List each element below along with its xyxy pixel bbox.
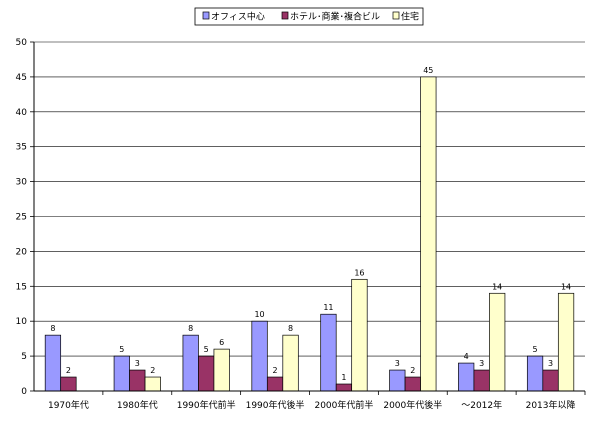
data-label: 2 <box>273 366 278 375</box>
data-label: 2 <box>150 366 155 375</box>
bar-2 <box>557 292 575 392</box>
data-label: 3 <box>479 359 484 368</box>
data-label: 10 <box>254 310 264 319</box>
y-tick-label: 20 <box>16 247 28 257</box>
legend-swatch <box>202 11 210 20</box>
bar-1 <box>266 376 284 392</box>
data-label: 2 <box>66 366 71 375</box>
grid <box>34 41 585 357</box>
data-label: 3 <box>548 359 553 368</box>
data-label: 1 <box>341 373 346 382</box>
y-tick-label: 50 <box>16 38 28 48</box>
bar-2 <box>489 292 506 392</box>
legend: オフィス中心 ホテル･商業･複合ビル 住宅 <box>194 7 424 26</box>
y-tick-label: 45 <box>16 73 27 83</box>
bar-0 <box>251 320 268 392</box>
data-label: 8 <box>188 324 193 333</box>
bar-1 <box>60 376 77 392</box>
legend-swatch <box>281 11 289 20</box>
data-label: 3 <box>135 359 140 368</box>
bar-0 <box>182 334 199 392</box>
y-axis-ticks: 0 5 10 15 20 25 30 35 40 45 50 <box>16 38 34 397</box>
data-label: 5 <box>533 345 538 354</box>
bars <box>44 76 575 392</box>
x-tick-label: ～2012年 <box>461 399 502 411</box>
data-label: 5 <box>119 345 124 354</box>
data-label: 8 <box>288 324 293 333</box>
bar-2 <box>282 334 299 392</box>
data-label: 4 <box>464 352 469 361</box>
bar-0 <box>44 334 62 392</box>
data-label: 8 <box>50 324 55 333</box>
x-tick-label: 2000年代前半 <box>314 399 373 411</box>
data-label: 14 <box>492 282 502 291</box>
bar-1 <box>404 376 421 392</box>
y-tick-label: 10 <box>16 317 28 327</box>
x-tick-label: 2013年以降 <box>526 399 576 411</box>
data-label: 45 <box>423 66 433 75</box>
y-tick-label: 0 <box>21 387 27 397</box>
y-tick-label: 15 <box>16 282 27 292</box>
y-tick-label: 25 <box>16 213 27 223</box>
bar-0 <box>526 355 544 392</box>
bar-1 <box>542 369 559 392</box>
bar-0 <box>113 355 130 392</box>
bar-1 <box>198 355 215 392</box>
legend-label: オフィス中心 <box>211 11 265 23</box>
data-label: 14 <box>561 282 571 291</box>
x-tick-label: 1970年代 <box>48 399 89 411</box>
bar-2 <box>213 348 230 392</box>
y-tick-label: 30 <box>16 178 28 188</box>
bar-1 <box>129 369 146 392</box>
x-tick-label: 1990年代前半 <box>177 399 236 411</box>
bar-0 <box>389 369 406 392</box>
data-label: 16 <box>354 268 364 277</box>
data-label: 5 <box>204 345 209 354</box>
bar-0 <box>458 362 475 392</box>
bar-0 <box>320 313 337 392</box>
axes <box>33 42 585 392</box>
y-tick-label: 35 <box>16 143 27 153</box>
x-tick-label: 1980年代 <box>117 399 158 411</box>
data-label: 2 <box>410 366 415 375</box>
data-label: 6 <box>219 338 224 347</box>
bar-1 <box>335 383 353 392</box>
bar-1 <box>473 369 490 392</box>
y-tick-label: 40 <box>16 108 28 118</box>
legend-label: 住宅 <box>401 11 419 23</box>
y-tick-label: 5 <box>21 352 27 362</box>
legend-swatch <box>392 11 400 20</box>
bar-2 <box>420 76 437 392</box>
bar-2 <box>351 278 368 392</box>
bar-2 <box>144 376 161 392</box>
legend-box <box>194 7 424 26</box>
legend-label: ホテル･商業･複合ビル <box>290 11 380 23</box>
x-tick-label: 1990年代後半 <box>246 399 305 411</box>
data-label: 11 <box>323 303 333 312</box>
x-axis-ticks: 1970年代 1980年代 1990年代前半 1990年代後半 2000年代前半 2000… <box>48 391 586 411</box>
data-label: 3 <box>395 359 400 368</box>
x-tick-label: 2000年代後半 <box>383 399 442 411</box>
